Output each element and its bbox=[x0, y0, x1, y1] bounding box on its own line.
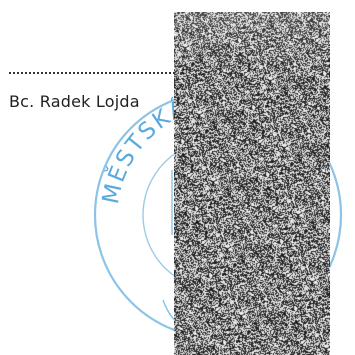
redaction-noise bbox=[174, 12, 330, 355]
signer-name: Bc. Radek Lojda bbox=[9, 92, 140, 111]
signature-line bbox=[9, 72, 179, 74]
